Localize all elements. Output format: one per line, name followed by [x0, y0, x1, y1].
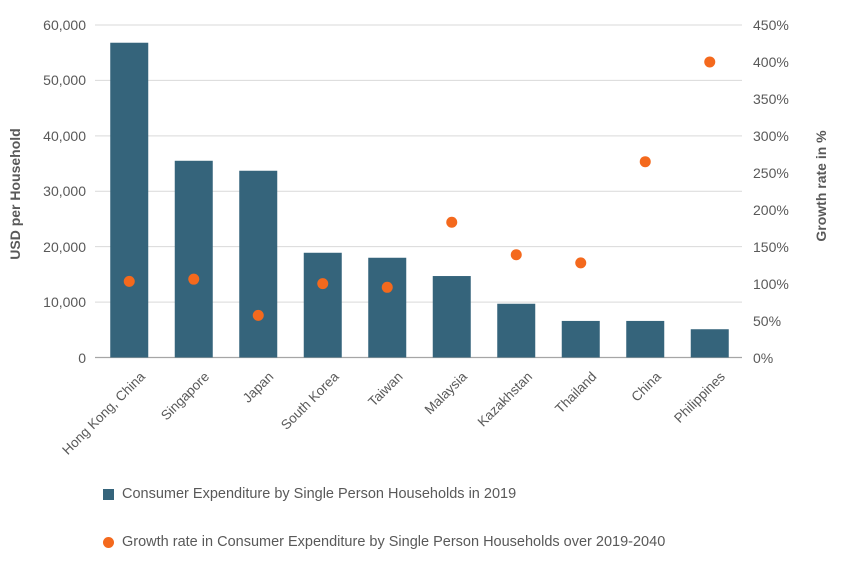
right-axis-tick: 200% — [753, 201, 789, 218]
growth-dot — [575, 257, 587, 269]
right-axis-tick: 0% — [753, 349, 774, 366]
right-axis-tick: 100% — [753, 275, 789, 292]
bar — [174, 160, 213, 358]
right-axis-tick: 350% — [753, 90, 789, 107]
right-axis-tick: 300% — [753, 127, 789, 144]
growth-dot — [252, 309, 264, 321]
right-axis-tick: 150% — [753, 238, 789, 255]
bar — [368, 257, 407, 358]
bar — [110, 42, 149, 358]
growth-dot — [123, 275, 135, 287]
bar — [626, 320, 665, 358]
bar — [497, 303, 536, 358]
left-axis-tick: 10,000 — [43, 294, 86, 311]
growth-dot — [446, 216, 458, 228]
bar — [239, 170, 278, 358]
left-axis-tick: 0 — [78, 349, 86, 366]
growth-dot — [317, 278, 329, 290]
right-axis-tick: 50% — [753, 312, 782, 329]
legend-label-bars: Consumer Expenditure by Single Person Ho… — [122, 486, 517, 502]
right-axis-tick: 400% — [753, 53, 789, 70]
bar — [432, 276, 471, 358]
right-axis-tick: 250% — [753, 164, 789, 181]
left-axis-tick: 40,000 — [43, 127, 86, 144]
left-axis-tick: 50,000 — [43, 72, 86, 89]
legend-item-dots: Growth rate in Consumer Expenditure by S… — [103, 534, 665, 550]
growth-dot — [639, 156, 651, 168]
growth-dot — [510, 249, 522, 261]
left-axis-tick: 20,000 — [43, 238, 86, 255]
legend-item-bars: Consumer Expenditure by Single Person Ho… — [103, 486, 516, 502]
growth-dot — [188, 273, 200, 285]
bar — [561, 320, 600, 358]
scatter-series-swatch-icon — [103, 536, 114, 548]
left-axis-tick: 60,000 — [43, 17, 86, 33]
growth-dot — [704, 56, 716, 68]
bar-series-swatch-icon — [103, 488, 114, 500]
legend-label-dots: Growth rate in Consumer Expenditure by S… — [122, 534, 666, 550]
bar — [303, 252, 342, 358]
left-axis-tick: 30,000 — [43, 183, 86, 200]
bar — [690, 329, 729, 358]
growth-dot — [381, 281, 393, 293]
right-axis-tick: 450% — [753, 17, 789, 33]
